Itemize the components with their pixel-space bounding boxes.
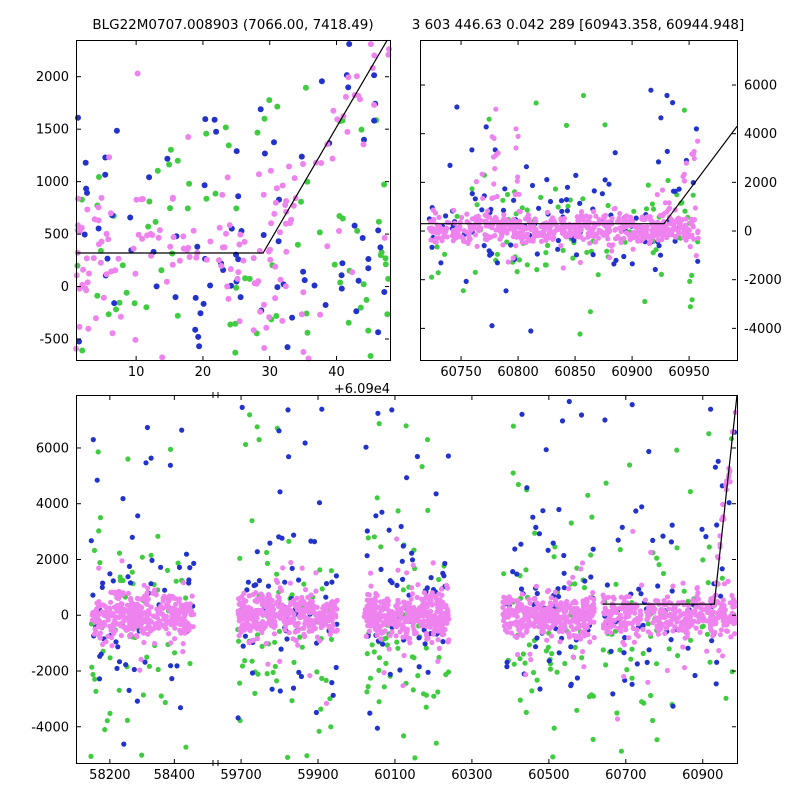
panel-event-zoom-title: BLG22M0707.008903 (7066.00, 7418.49): [92, 17, 374, 33]
svg-text:58200: 58200: [89, 768, 130, 783]
svg-text:58400: 58400: [154, 768, 195, 783]
panel-full-baseline-axes: 58200 58400 59700 59900 60100 60300 60500 60700…: [31, 392, 736, 783]
svg-text:60750: 60750: [440, 365, 481, 380]
svg-text:6000: 6000: [744, 79, 777, 94]
svg-text:40: 40: [328, 365, 345, 380]
svg-text:2000: 2000: [744, 176, 777, 191]
svg-text:2000: 2000: [36, 70, 69, 85]
svg-text:60900: 60900: [682, 768, 723, 783]
svg-text:0: 0: [61, 609, 69, 624]
svg-text:1000: 1000: [36, 175, 69, 190]
svg-text:6000: 6000: [36, 441, 69, 456]
svg-text:-4000: -4000: [31, 720, 69, 735]
svg-text:60500: 60500: [528, 768, 569, 783]
svg-text:20: 20: [195, 365, 212, 380]
svg-text:30: 30: [261, 365, 278, 380]
svg-text:+6.09e4: +6.09e4: [334, 382, 390, 397]
svg-text:0: 0: [744, 225, 752, 240]
panel-event-zoom-frame: [76, 40, 391, 361]
svg-text:-2000: -2000: [744, 273, 782, 288]
svg-text:-4000: -4000: [744, 322, 782, 337]
panel-season-zoom-frame: [420, 40, 738, 361]
panel-event-zoom-axes: 10 20 30 40 -500 0 500 1000 1500 2000 +6.09e4: [36, 41, 390, 397]
svg-text:1500: 1500: [36, 123, 69, 138]
svg-text:60850: 60850: [554, 365, 595, 380]
svg-text:60900: 60900: [611, 365, 652, 380]
panel-full-baseline-points: [88, 398, 739, 761]
svg-text:60950: 60950: [668, 365, 709, 380]
svg-text:4000: 4000: [36, 497, 69, 512]
svg-text:-2000: -2000: [31, 665, 69, 680]
svg-text:60300: 60300: [451, 768, 492, 783]
svg-text:59900: 59900: [297, 768, 338, 783]
panel-season-zoom-axes: 60750 60800 60850 60900 60950 -4000 -2000 0 2000…: [421, 41, 782, 380]
svg-text:59700: 59700: [220, 768, 261, 783]
panel-season-zoom-model-line: [420, 126, 738, 225]
panel-event-zoom-points: [73, 41, 392, 362]
panel-season-zoom-title: 3 603 446.63 0.042 289 [60943.358, 60944…: [411, 17, 745, 33]
svg-text:4000: 4000: [744, 127, 777, 142]
panel-season-zoom-points: [426, 87, 701, 337]
svg-text:0: 0: [61, 280, 69, 295]
svg-text:500: 500: [44, 228, 69, 243]
svg-text:2000: 2000: [36, 553, 69, 568]
panel-full-baseline-frame: [76, 395, 738, 764]
svg-text:-500: -500: [39, 333, 69, 348]
svg-text:10: 10: [128, 365, 145, 380]
panel-full-baseline-model-line: [602, 394, 738, 605]
svg-text:60800: 60800: [497, 365, 538, 380]
svg-text:60700: 60700: [605, 768, 646, 783]
svg-text:60100: 60100: [374, 768, 415, 783]
panel-event-zoom-model-line: [76, 39, 388, 254]
